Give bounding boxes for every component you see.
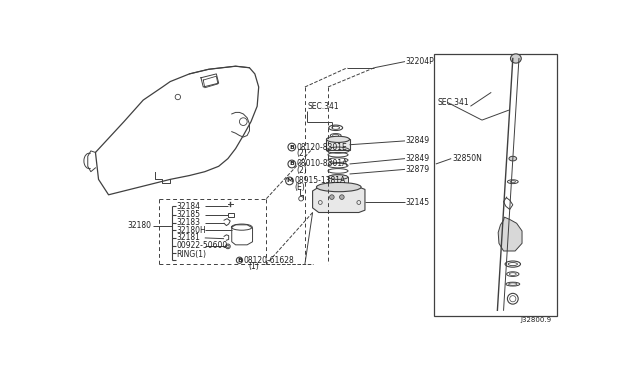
- Text: 32204P: 32204P: [406, 57, 435, 66]
- Text: 08120-61628: 08120-61628: [243, 256, 294, 265]
- Ellipse shape: [509, 156, 516, 161]
- Polygon shape: [498, 217, 522, 251]
- Text: (E): (E): [294, 183, 305, 192]
- Text: B: B: [237, 258, 242, 263]
- Bar: [326, 140, 349, 150]
- Text: 32183: 32183: [176, 218, 200, 227]
- Text: 32849: 32849: [406, 154, 430, 163]
- Text: 32180H: 32180H: [176, 226, 206, 235]
- Circle shape: [340, 195, 344, 199]
- Text: SEC.341: SEC.341: [307, 102, 339, 111]
- Text: 32181: 32181: [176, 233, 200, 243]
- Text: 00922-50600: 00922-50600: [176, 241, 228, 250]
- Text: B: B: [289, 161, 294, 167]
- Text: (1): (1): [249, 262, 259, 271]
- Text: 32180: 32180: [128, 221, 152, 230]
- Text: 32850N: 32850N: [452, 154, 482, 163]
- Text: 32145: 32145: [406, 198, 430, 207]
- Bar: [328, 177, 348, 183]
- Text: 32879: 32879: [406, 165, 430, 174]
- Text: 08120-8301E: 08120-8301E: [296, 142, 347, 151]
- Ellipse shape: [328, 175, 348, 179]
- Text: 08915-1381A: 08915-1381A: [294, 176, 346, 185]
- Polygon shape: [312, 187, 365, 212]
- Text: M: M: [286, 179, 292, 183]
- Ellipse shape: [316, 183, 361, 192]
- Text: 32849: 32849: [406, 137, 430, 145]
- Text: J32800.9: J32800.9: [520, 317, 552, 323]
- Text: 32184: 32184: [176, 202, 200, 211]
- Circle shape: [330, 195, 334, 199]
- Text: (2): (2): [296, 149, 307, 158]
- Text: SEC.341: SEC.341: [437, 98, 469, 107]
- Ellipse shape: [511, 54, 521, 63]
- Text: 32185: 32185: [176, 210, 200, 219]
- Text: 08010-8301A: 08010-8301A: [296, 160, 348, 169]
- Ellipse shape: [326, 136, 349, 142]
- Bar: [435, 54, 557, 316]
- Text: (2): (2): [296, 166, 307, 174]
- Text: B: B: [289, 145, 294, 150]
- Text: RING(1): RING(1): [176, 250, 206, 259]
- Bar: [228, 212, 234, 217]
